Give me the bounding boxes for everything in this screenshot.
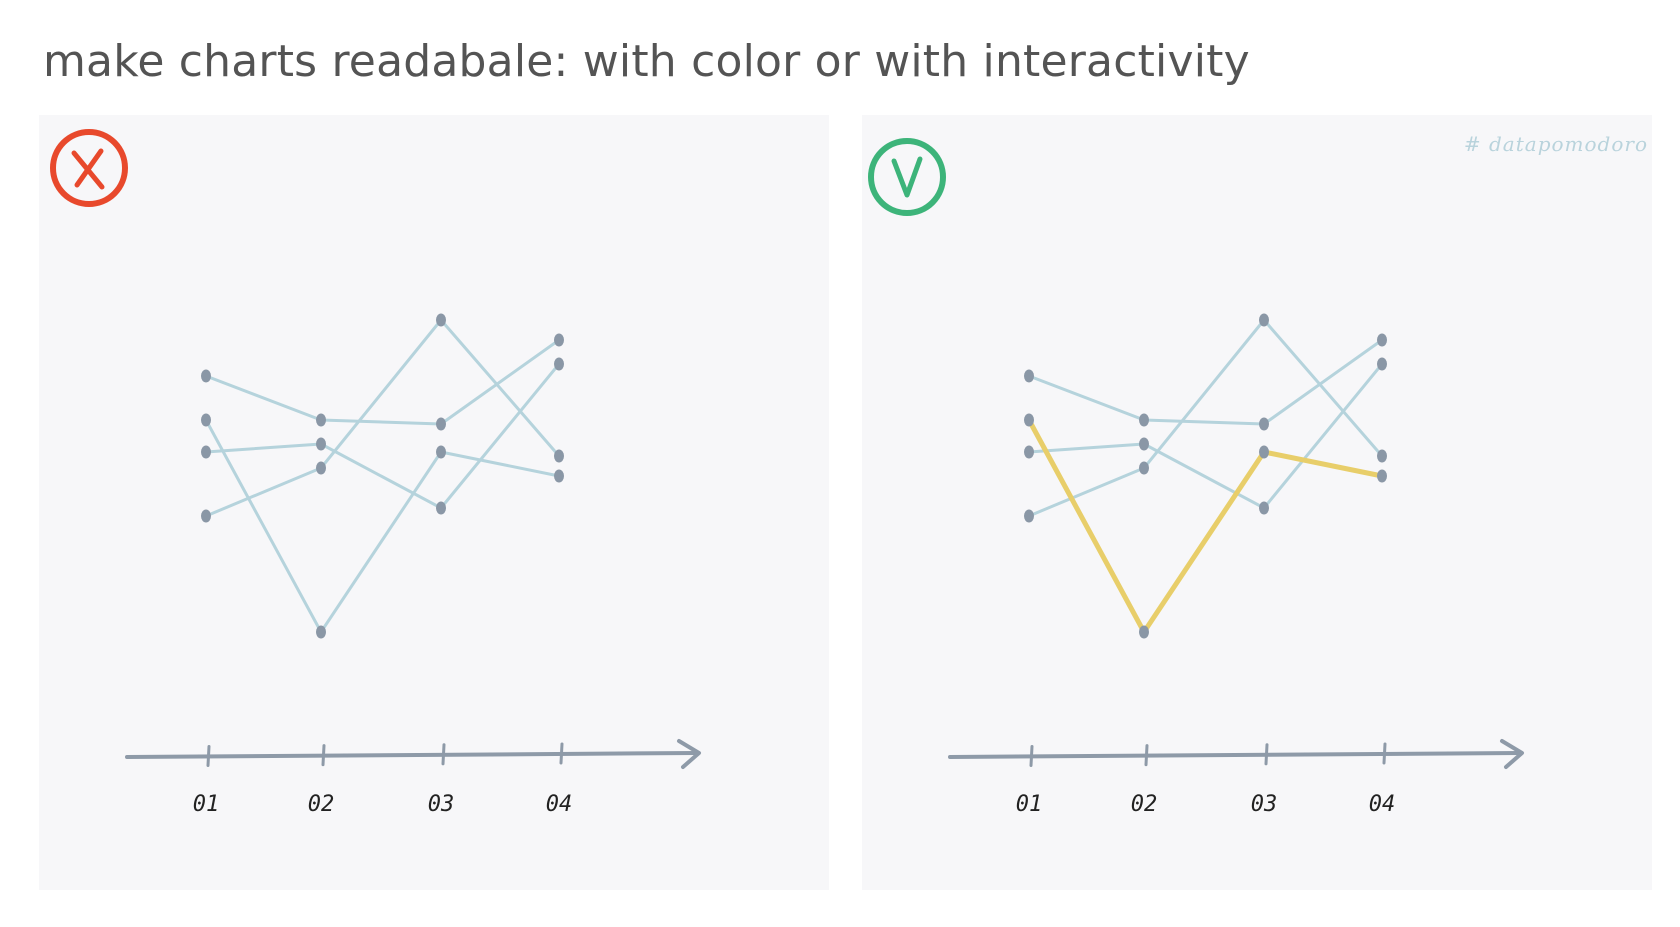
good-example-panel: # datapomodoro 01 02 03 04 bbox=[862, 115, 1652, 890]
data-point bbox=[1024, 445, 1034, 459]
data-point bbox=[554, 469, 564, 483]
series-line bbox=[204, 418, 561, 634]
x-axis: 01 02 03 04 bbox=[948, 739, 1524, 817]
series-line bbox=[204, 362, 561, 510]
data-point bbox=[1139, 437, 1149, 451]
data-point bbox=[554, 449, 564, 463]
x-tick bbox=[1144, 744, 1149, 767]
data-point bbox=[201, 445, 211, 459]
data-point bbox=[316, 413, 326, 427]
data-point bbox=[1259, 313, 1269, 327]
x-tick-label: 01 bbox=[193, 792, 220, 817]
x-axis: 01 02 03 04 bbox=[125, 739, 701, 817]
series-line bbox=[204, 318, 561, 518]
check-circle-icon bbox=[868, 138, 946, 216]
x-tick bbox=[321, 744, 326, 767]
data-point bbox=[201, 413, 211, 427]
good-example-chart: 01 02 03 04 bbox=[868, 138, 1524, 817]
x-axis-arrowhead bbox=[1500, 739, 1524, 769]
data-point bbox=[1139, 461, 1149, 475]
data-point bbox=[1024, 509, 1034, 523]
data-point bbox=[201, 509, 211, 523]
data-point bbox=[436, 417, 446, 431]
series-line bbox=[1027, 362, 1384, 510]
x-tick-label: 02 bbox=[308, 792, 335, 817]
series-line bbox=[1027, 338, 1384, 426]
x-tick-label: 04 bbox=[1369, 792, 1396, 817]
data-point bbox=[1259, 445, 1269, 459]
x-tick bbox=[1264, 743, 1269, 766]
series-lines bbox=[204, 318, 561, 634]
x-tick bbox=[441, 743, 446, 766]
data-point bbox=[1024, 369, 1034, 383]
x-tick-label: 04 bbox=[546, 792, 573, 817]
x-tick-label: 01 bbox=[1016, 792, 1043, 817]
series-lines bbox=[1026, 318, 1385, 635]
data-points bbox=[201, 313, 564, 639]
x-tick-label: 03 bbox=[1251, 792, 1278, 817]
x-axis-line bbox=[125, 751, 699, 759]
series-line bbox=[204, 338, 561, 426]
data-point bbox=[436, 313, 446, 327]
data-point bbox=[1024, 413, 1034, 427]
data-point bbox=[1139, 625, 1149, 639]
data-point bbox=[1377, 357, 1387, 371]
data-point bbox=[1377, 449, 1387, 463]
data-point bbox=[201, 369, 211, 383]
data-point bbox=[1259, 501, 1269, 515]
x-tick-label: 03 bbox=[428, 792, 455, 817]
x-tick bbox=[1382, 742, 1387, 765]
x-tick-label: 02 bbox=[1131, 792, 1158, 817]
data-point bbox=[316, 461, 326, 475]
watermark: # datapomodoro bbox=[1463, 132, 1648, 156]
data-point bbox=[554, 333, 564, 347]
data-point bbox=[554, 357, 564, 371]
bad-example-chart: 01 02 03 04 bbox=[50, 129, 701, 817]
cross-circle-icon bbox=[50, 129, 128, 207]
x-axis-arrowhead bbox=[677, 739, 701, 769]
highlighted-series-line bbox=[1026, 417, 1385, 635]
series-line bbox=[1027, 318, 1384, 518]
data-point bbox=[1377, 469, 1387, 483]
data-point bbox=[1259, 417, 1269, 431]
data-point bbox=[316, 625, 326, 639]
data-point bbox=[1377, 333, 1387, 347]
data-point bbox=[316, 437, 326, 451]
x-tick bbox=[206, 744, 211, 767]
bad-example-panel: 01 02 03 04 bbox=[39, 115, 829, 890]
x-axis-line bbox=[948, 751, 1522, 759]
data-point bbox=[436, 501, 446, 515]
data-point bbox=[436, 445, 446, 459]
data-points bbox=[1024, 313, 1387, 639]
x-tick bbox=[559, 742, 564, 765]
page-title: make charts readabale: with color or wit… bbox=[43, 36, 1250, 87]
data-point bbox=[1139, 413, 1149, 427]
x-tick bbox=[1029, 744, 1034, 767]
